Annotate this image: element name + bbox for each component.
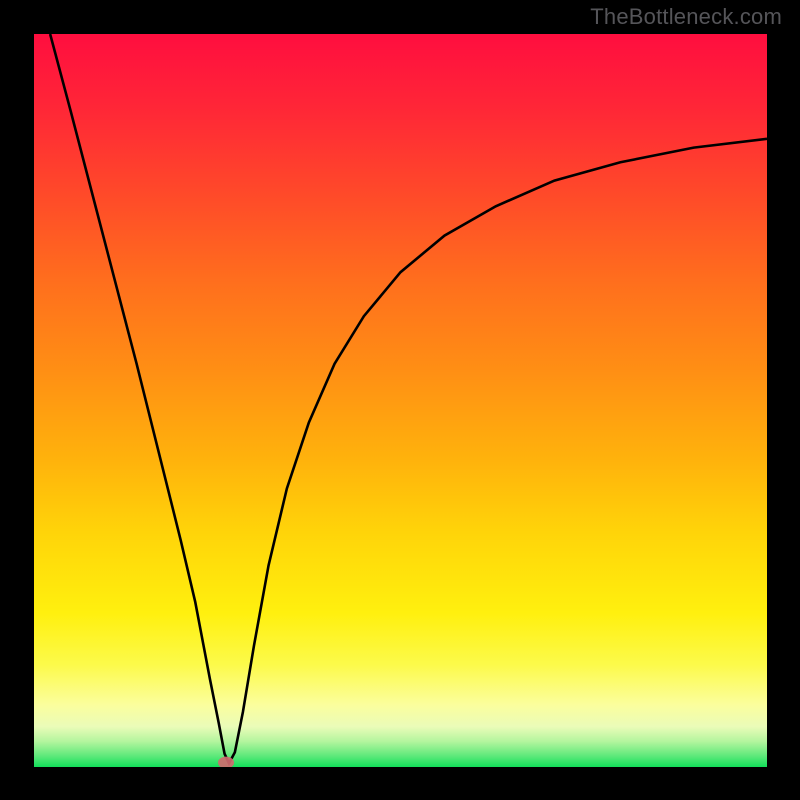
bottleneck-chart bbox=[0, 0, 800, 800]
watermark-label: TheBottleneck.com bbox=[590, 4, 782, 30]
minimum-marker bbox=[218, 757, 234, 769]
plot-background bbox=[34, 34, 767, 767]
